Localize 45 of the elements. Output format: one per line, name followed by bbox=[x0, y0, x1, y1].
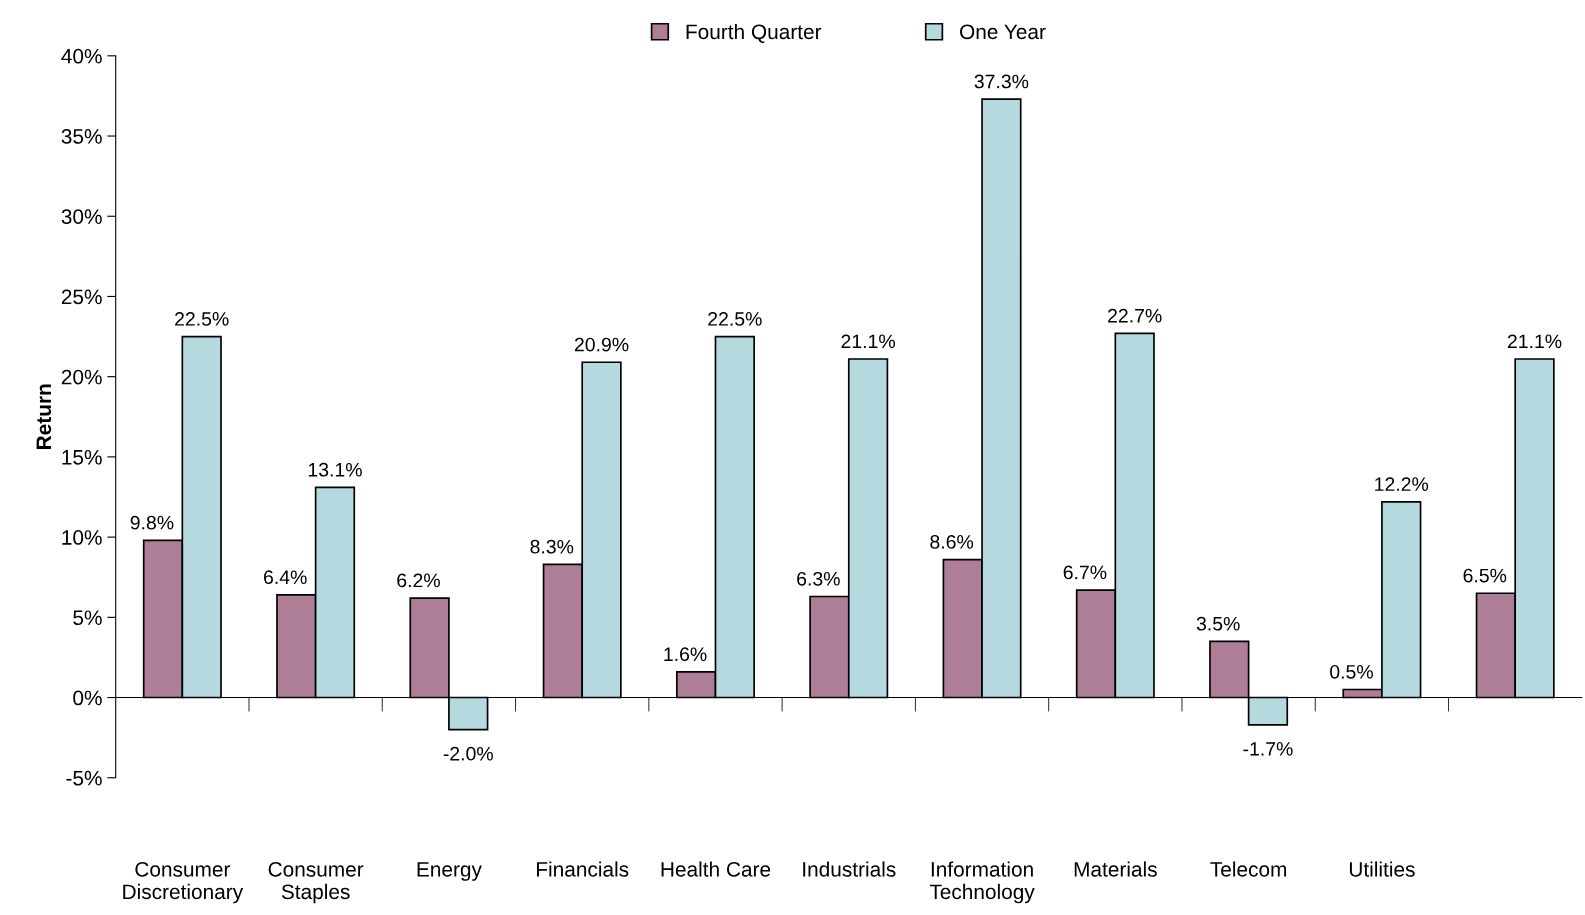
data-label: 13.1% bbox=[308, 462, 362, 477]
x-tick-label: Health Care bbox=[661, 861, 771, 877]
y-tick-label: -5% bbox=[66, 770, 102, 786]
data-label: 37.3% bbox=[974, 74, 1029, 89]
x-tick-label: Materials bbox=[1074, 861, 1157, 877]
data-label: 8.3% bbox=[530, 539, 574, 554]
data-label: 21.1% bbox=[841, 334, 895, 349]
data-label: 6.2% bbox=[397, 573, 440, 588]
data-label: 6.7% bbox=[1063, 565, 1107, 580]
data-label: 0.5% bbox=[1330, 664, 1373, 679]
x-tick-label: Energy bbox=[417, 862, 482, 881]
legend-label: Fourth Quarter bbox=[686, 23, 822, 43]
data-label: 6.5% bbox=[1463, 568, 1507, 583]
y-tick-label: 10% bbox=[62, 530, 102, 545]
data-label: 22.7% bbox=[1108, 308, 1162, 323]
y-tick-label: 0% bbox=[73, 690, 102, 706]
legend-label: One Year bbox=[960, 24, 1046, 40]
x-tick-label: Consumer Staples bbox=[268, 861, 364, 904]
data-label: 12.2% bbox=[1375, 477, 1429, 491]
x-tick-label: Utilities bbox=[1349, 861, 1415, 877]
data-label: 1.6% bbox=[664, 647, 707, 662]
data-label: 22.5% bbox=[708, 312, 762, 326]
data-label: 3.5% bbox=[1196, 616, 1240, 631]
data-label: 8.6% bbox=[930, 535, 974, 549]
data-label: 6.4% bbox=[264, 570, 307, 585]
y-axis-title: Return bbox=[36, 384, 52, 449]
y-tick-label: 15% bbox=[62, 449, 102, 465]
data-label: -1.7% bbox=[1243, 742, 1293, 756]
data-label: 22.5% bbox=[175, 312, 229, 326]
data-label: 21.1% bbox=[1507, 334, 1562, 349]
data-label: 20.9% bbox=[574, 337, 629, 352]
y-tick-label: 35% bbox=[61, 129, 102, 144]
y-tick-label: 30% bbox=[61, 209, 102, 224]
data-label: 6.3% bbox=[797, 571, 840, 586]
x-tick-label: Consumer Discretionary bbox=[123, 861, 244, 904]
data-label: 9.8% bbox=[130, 515, 174, 530]
x-tick-label: Financials bbox=[537, 861, 629, 877]
x-tick-label: Industrials bbox=[803, 861, 896, 877]
data-label: -2.0% bbox=[443, 746, 493, 761]
y-tick-label: 25% bbox=[61, 289, 102, 305]
x-tick-label: Telecom bbox=[1210, 861, 1287, 877]
y-tick-label: 20% bbox=[61, 369, 102, 385]
x-tick-label: Information Technology bbox=[929, 861, 1035, 904]
y-tick-label: 40% bbox=[61, 48, 102, 64]
y-tick-label: 5% bbox=[73, 610, 102, 626]
